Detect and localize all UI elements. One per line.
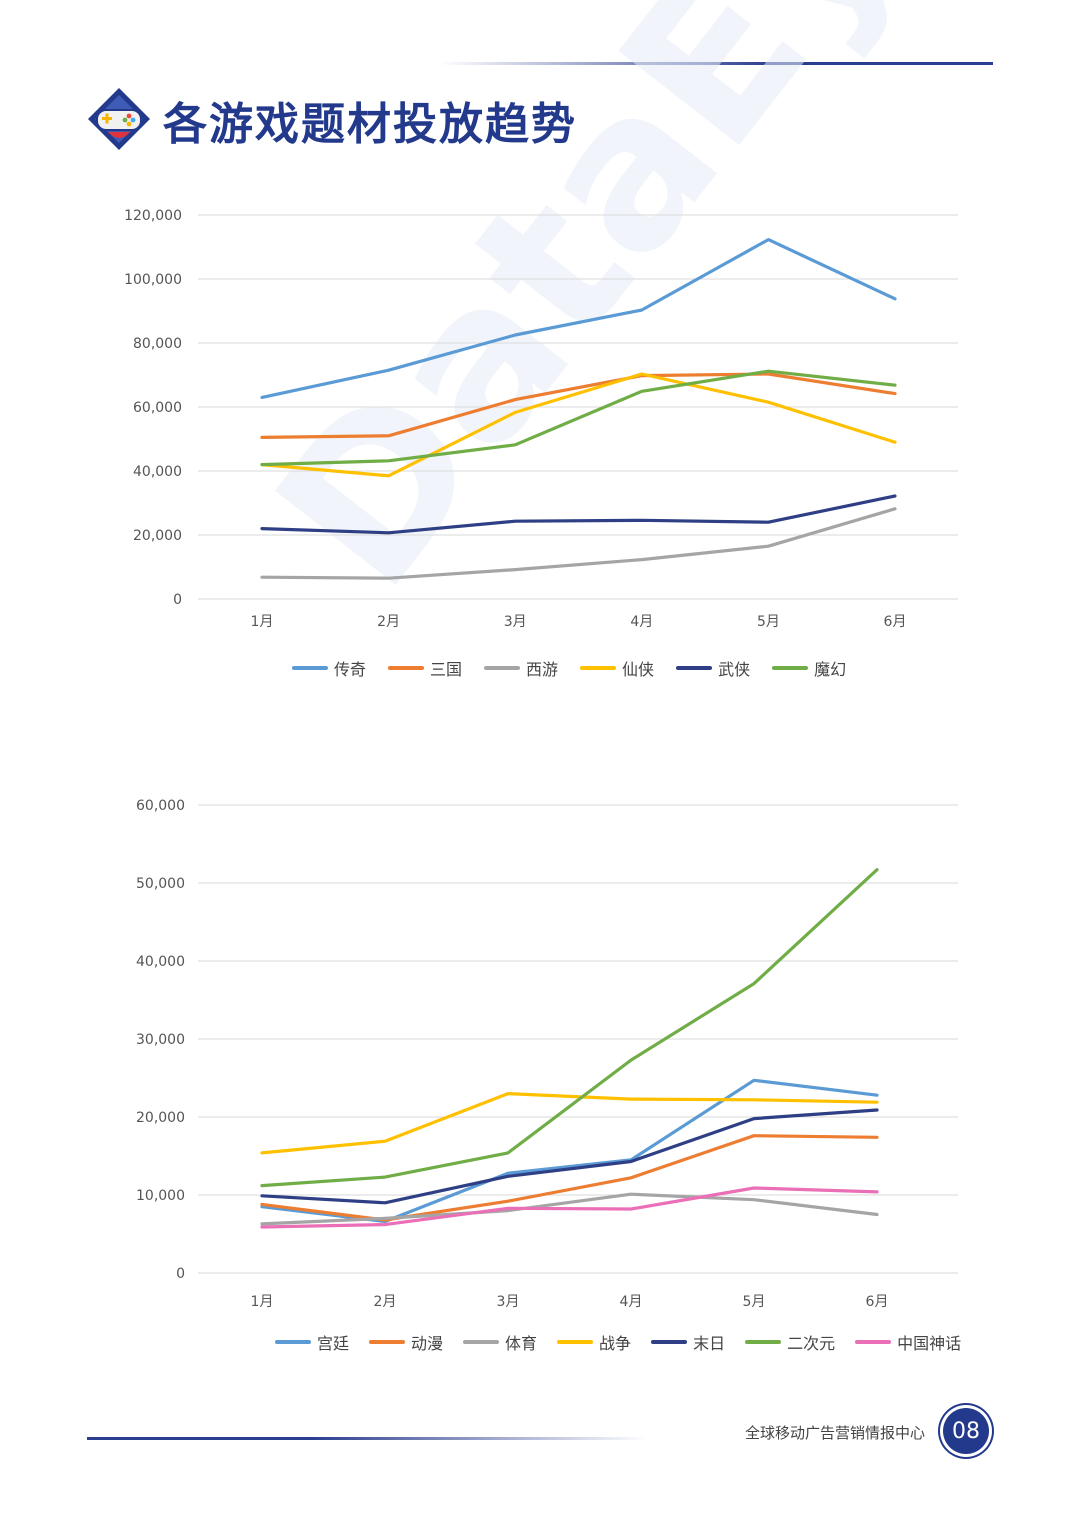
legend-swatch: [463, 1340, 500, 1344]
legend-label: 武侠: [718, 660, 751, 679]
theme-trend-chart-1: 0 20,000 40,000 60,000 80,000 100,000 120,000 1…: [124, 208, 958, 630]
chart-1-legend: 传奇 三国 西游 仙侠 武侠 魔幻: [292, 656, 846, 680]
legend-label: 动漫: [411, 1334, 444, 1353]
chart-1-legend-item: 三国: [388, 656, 462, 680]
chart-1-ytick-label: 20,000: [133, 528, 182, 544]
legend-swatch: [855, 1340, 892, 1344]
series-line-动漫: [260, 1134, 879, 1222]
chart-2-ytick-label: 50,000: [136, 876, 185, 892]
chart-2-xtick-label: 5月: [743, 1294, 766, 1310]
page-number-badge: 08: [943, 1408, 989, 1454]
legend-label: 传奇: [334, 660, 367, 679]
chart-1-xtick-label: 1月: [251, 614, 274, 630]
chart-1-legend-item: 仙侠: [580, 656, 654, 680]
gamepad-logo-icon: [88, 88, 150, 150]
series-line-二次元: [260, 868, 879, 1188]
legend-swatch: [772, 666, 809, 670]
chart-2-ytick-label: 10,000: [136, 1188, 185, 1204]
legend-swatch: [369, 1340, 406, 1344]
chart-2-legend-item: 宫廷: [275, 1330, 349, 1354]
chart-1-ytick-label: 0: [173, 592, 182, 608]
series-line-末日: [260, 1108, 879, 1205]
legend-label: 末日: [693, 1334, 726, 1353]
chart-2-legend-item: 末日: [651, 1330, 725, 1354]
chart-1-xtick-label: 2月: [377, 614, 400, 630]
chart-1-ytick-label: 100,000: [124, 272, 182, 288]
series-line-仙侠: [260, 372, 897, 478]
chart-1-xtick-label: 6月: [884, 614, 907, 630]
series-line-三国: [260, 372, 897, 439]
legend-label: 西游: [526, 660, 559, 679]
series-line-传奇: [260, 237, 897, 399]
footer-org-name: 全球移动广告营销情报中心: [744, 1424, 925, 1442]
chart-2-legend-item: 动漫: [369, 1330, 443, 1354]
chart-2-legend: 宫廷 动漫 体育 战争 末日 二次元 中国神话: [275, 1330, 961, 1354]
page-title: 各游戏题材投放趋势: [163, 99, 577, 150]
series-line-战争: [260, 1092, 879, 1155]
chart-2-legend-item: 体育: [463, 1330, 537, 1354]
legend-swatch: [557, 1340, 594, 1344]
legend-label: 仙侠: [622, 660, 655, 679]
chart-1-ytick-label: 60,000: [133, 400, 182, 416]
legend-label: 战争: [599, 1334, 632, 1353]
series-line-西游: [260, 507, 897, 580]
chart-1-legend-item: 西游: [484, 656, 558, 680]
chart-1-ytick-label: 40,000: [133, 464, 182, 480]
chart-1-legend-item: 传奇: [292, 656, 366, 680]
series-line-魔幻: [260, 369, 897, 467]
chart-2-xtick-label: 2月: [374, 1294, 397, 1310]
chart-2-xtick-label: 6月: [866, 1294, 889, 1310]
chart-1-xtick-label: 3月: [504, 614, 527, 630]
chart-2-ytick-label: 20,000: [136, 1110, 185, 1126]
chart-2-xtick-label: 3月: [497, 1294, 520, 1310]
chart-2-ytick-label: 30,000: [136, 1032, 185, 1048]
legend-swatch: [676, 666, 713, 670]
legend-label: 宫廷: [317, 1334, 350, 1353]
legend-swatch: [651, 1340, 688, 1344]
chart-1-xtick-label: 4月: [630, 614, 653, 630]
legend-label: 体育: [505, 1334, 538, 1353]
chart-2-legend-item: 战争: [557, 1330, 631, 1354]
theme-trend-chart-2: 0 10,000 20,000 30,000 40,000 50,000 60,000 1月 2…: [136, 798, 958, 1310]
chart-1-legend-item: 武侠: [676, 656, 750, 680]
series-line-武侠: [260, 494, 897, 535]
chart-2-legend-item: 中国神话: [855, 1330, 961, 1354]
top-rule: [440, 62, 993, 65]
chart-2-ytick-label: 0: [176, 1266, 185, 1282]
chart-2-ytick-label: 40,000: [136, 954, 185, 970]
chart-1-legend-item: 魔幻: [772, 656, 846, 680]
series-line-中国神话: [260, 1186, 879, 1229]
legend-label: 三国: [430, 660, 463, 679]
legend-swatch: [745, 1340, 782, 1344]
chart-2-xtick-label: 1月: [251, 1294, 274, 1310]
chart-1-ytick-label: 80,000: [133, 336, 182, 352]
series-line-体育: [260, 1192, 879, 1226]
chart-2-ytick-label: 60,000: [136, 798, 185, 814]
chart-1-ytick-label: 120,000: [124, 208, 182, 224]
chart-2-legend-item: 二次元: [745, 1330, 835, 1354]
legend-swatch: [484, 666, 521, 670]
legend-label: 魔幻: [814, 660, 847, 679]
legend-swatch: [292, 666, 328, 670]
chart-2-xtick-label: 4月: [620, 1294, 643, 1310]
legend-label: 二次元: [787, 1334, 836, 1353]
legend-swatch: [580, 666, 617, 670]
legend-swatch: [388, 666, 425, 670]
legend-swatch: [275, 1340, 311, 1344]
legend-label: 中国神话: [897, 1334, 962, 1353]
bottom-rule: [87, 1437, 647, 1440]
chart-1-xtick-label: 5月: [757, 614, 780, 630]
